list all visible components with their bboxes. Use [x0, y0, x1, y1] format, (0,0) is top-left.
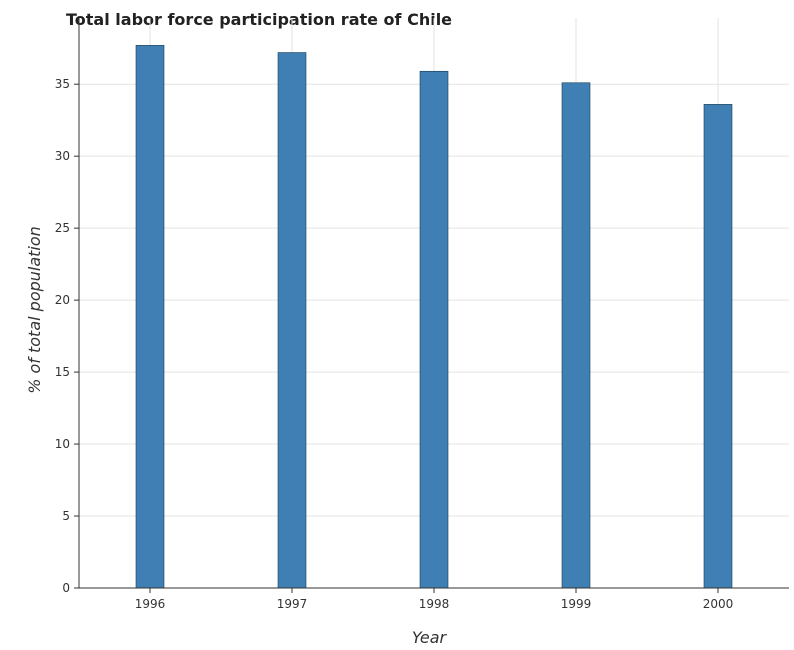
bar-1996 [135, 45, 165, 589]
bar-1998 [419, 70, 449, 589]
y-tick-label: 25 [55, 221, 70, 235]
y-tick-label: 35 [55, 77, 70, 91]
chart-title: Total labor force participation rate of … [66, 10, 452, 29]
bar-2000 [703, 104, 733, 589]
y-tick-label: 0 [62, 581, 70, 595]
y-tick-label: 30 [55, 149, 70, 163]
x-tick-label: 1998 [419, 597, 450, 611]
y-tick-label: 20 [55, 293, 70, 307]
bar-1999 [561, 82, 591, 589]
bars [135, 45, 733, 589]
ticks: 0 5 10 15 20 25 30 35 1996 1997 1998 1999 2000 [55, 77, 734, 611]
x-tick-label: 1997 [277, 597, 308, 611]
x-tick-label: 2000 [703, 597, 734, 611]
y-tick-label: 15 [55, 365, 70, 379]
x-tick-label: 1999 [561, 597, 592, 611]
bar-1997 [277, 52, 307, 589]
x-tick-label: 1996 [135, 597, 166, 611]
y-axis-label: % of total population [25, 226, 44, 394]
y-tick-label: 5 [62, 509, 70, 523]
x-axis-label: Year [412, 628, 448, 647]
y-tick-label: 10 [55, 437, 70, 451]
